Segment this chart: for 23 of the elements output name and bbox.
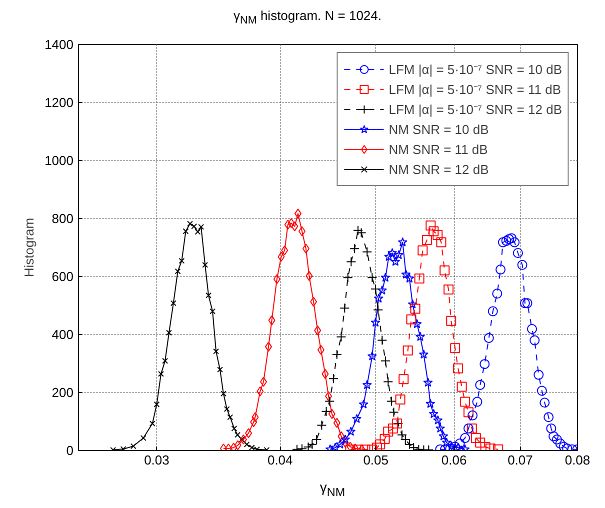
x-axis-title: γ$_{NM}$ bbox=[318, 478, 346, 501]
legend-label: NM SNR = 11 dB bbox=[388, 140, 488, 158]
y-axis-title: Histogram bbox=[22, 218, 37, 278]
y-tick-label: 1000 bbox=[44, 153, 74, 168]
legend-label: LFM |α| = 5·10⁻⁷ SNR = 12 dB bbox=[388, 101, 562, 118]
legend-label: LFM |α| = 5·10⁻⁷ SNR = 11 dB bbox=[388, 81, 562, 98]
x-tick-label: 0.08 bbox=[564, 452, 590, 468]
legend-label: LFM |α| = 5·10⁻⁷ SNR = 10 dB bbox=[388, 61, 562, 78]
x-tick-label: 0.07 bbox=[508, 452, 533, 468]
x-tick-label: 0.06 bbox=[441, 452, 467, 468]
y-tick-label: 1200 bbox=[44, 95, 74, 110]
x-tick-label: 0.05 bbox=[363, 452, 389, 468]
x-tick-label: 0.03 bbox=[144, 452, 170, 468]
y-tick-label: 0 bbox=[66, 443, 74, 458]
y-tick-label: 600 bbox=[52, 269, 74, 284]
y-tick-label: 1400 bbox=[44, 37, 74, 52]
chart-title: γ$_{NM}$ histogram. N = 1024. bbox=[232, 7, 382, 29]
y-tick-label: 200 bbox=[52, 385, 74, 400]
y-tick-label: 800 bbox=[52, 211, 74, 226]
x-tick-label: 0.04 bbox=[267, 452, 293, 468]
y-tick-label: 400 bbox=[52, 327, 74, 342]
legend-label: NM SNR = 12 dB bbox=[388, 160, 489, 178]
legend-label: NM SNR = 10 dB bbox=[388, 120, 489, 138]
